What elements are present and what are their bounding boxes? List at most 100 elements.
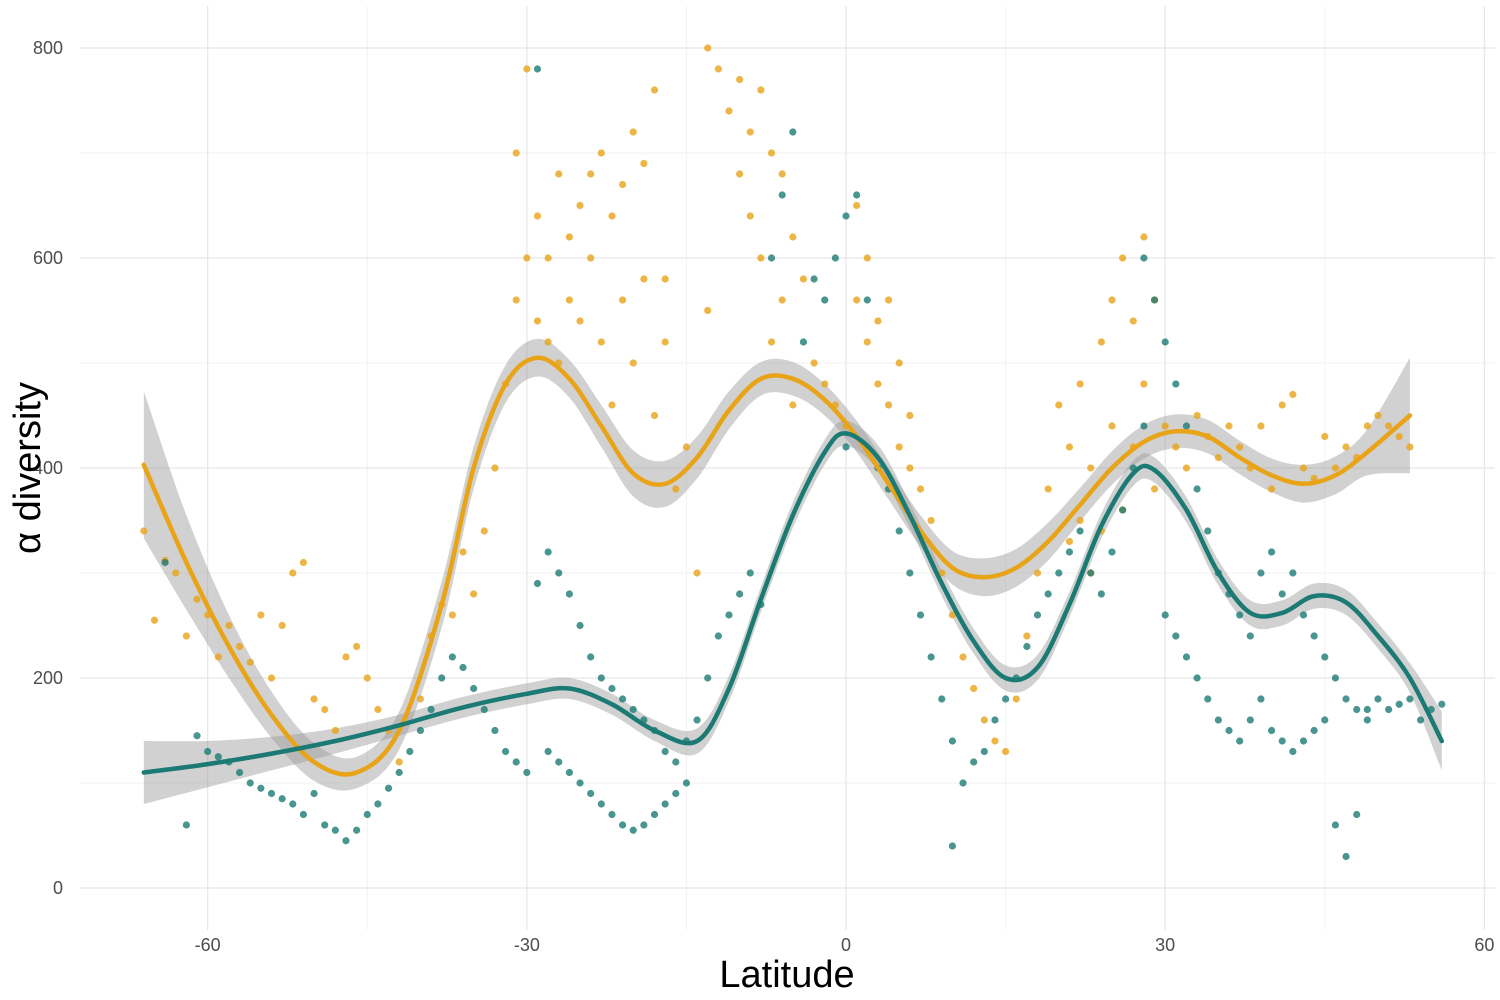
data-point (1119, 506, 1127, 514)
data-point (746, 569, 754, 577)
data-point (1321, 653, 1329, 661)
data-point (1331, 821, 1340, 829)
data-point (1214, 453, 1222, 462)
data-point (1257, 422, 1265, 430)
data-point (565, 233, 573, 241)
smooth-line (141, 355, 1413, 777)
data-point (523, 254, 531, 262)
data-point (353, 642, 361, 651)
data-point (1342, 443, 1350, 451)
data-point (267, 789, 276, 798)
data-point (491, 726, 499, 735)
data-point (1161, 422, 1169, 430)
data-point (1193, 485, 1201, 493)
data-point (225, 621, 233, 630)
data-point (906, 411, 914, 420)
data-point (1385, 705, 1393, 714)
data-point (736, 590, 744, 598)
data-point (1065, 443, 1074, 451)
data-point (438, 674, 446, 682)
data-point (576, 779, 584, 787)
data-point (587, 170, 595, 178)
data-point (1108, 548, 1116, 556)
grid (80, 6, 1495, 930)
data-point (523, 65, 531, 73)
data-point (1076, 516, 1084, 525)
data-point (1087, 464, 1095, 472)
data-point (1395, 700, 1403, 708)
y-tick-label: 0 (53, 878, 63, 898)
data-point (565, 768, 573, 777)
data-point (1214, 716, 1222, 724)
data-point (257, 784, 265, 792)
data-point (565, 296, 573, 304)
data-point (608, 810, 616, 819)
data-point (725, 611, 733, 619)
data-point (544, 338, 552, 346)
x-tick-label: 60 (1474, 935, 1494, 955)
data-point (842, 212, 850, 220)
data-point (1150, 485, 1159, 493)
data-point (161, 558, 169, 567)
data-point (1076, 527, 1084, 535)
data-point (1087, 569, 1095, 577)
data-point (1225, 422, 1233, 430)
data-point (767, 149, 776, 157)
data-point (587, 254, 595, 262)
data-point (1150, 296, 1159, 304)
data-point (448, 611, 456, 619)
data-point (1246, 716, 1254, 724)
data-point (1108, 296, 1116, 304)
data-point (1140, 233, 1148, 241)
data-point (278, 621, 286, 630)
data-point (938, 695, 946, 703)
data-point (1097, 338, 1105, 346)
data-point (1416, 716, 1425, 724)
data-point (1236, 443, 1244, 451)
data-point (863, 296, 871, 304)
data-point (618, 180, 627, 189)
data-point (640, 159, 648, 168)
data-point (1193, 411, 1201, 420)
data-point (1182, 653, 1191, 661)
data-point (1033, 569, 1042, 577)
data-point (1204, 695, 1212, 703)
data-point (289, 569, 297, 577)
y-tick-label: 600 (33, 248, 63, 268)
data-point (821, 296, 829, 304)
data-point (235, 768, 244, 777)
data-point (1044, 590, 1052, 598)
data-point (831, 254, 839, 262)
data-point (544, 254, 552, 262)
confidence-bands (143, 338, 1442, 804)
data-point (757, 86, 765, 94)
data-point (363, 674, 371, 682)
data-point (874, 380, 882, 388)
smooth-line (141, 431, 1445, 775)
data-point (927, 516, 935, 525)
data-point (331, 726, 339, 735)
data-point (1353, 810, 1361, 819)
data-point (810, 275, 818, 283)
data-point (544, 548, 552, 556)
data-point (1267, 726, 1276, 735)
x-tick-label: -30 (514, 935, 540, 955)
data-point (342, 837, 350, 845)
x-tick-label: 30 (1155, 935, 1175, 955)
data-point (1363, 422, 1371, 430)
data-point (991, 737, 999, 745)
data-point (895, 527, 903, 535)
data-point (363, 810, 371, 819)
data-point (597, 674, 605, 682)
data-point (257, 611, 265, 619)
data-point (576, 317, 584, 325)
scatter-points (140, 44, 1446, 861)
data-point (501, 747, 510, 756)
data-point (672, 758, 680, 766)
data-point (895, 359, 903, 367)
data-point (853, 201, 861, 210)
data-point (1278, 590, 1286, 598)
data-point (608, 212, 616, 220)
data-point (395, 758, 403, 766)
data-point (182, 632, 190, 640)
